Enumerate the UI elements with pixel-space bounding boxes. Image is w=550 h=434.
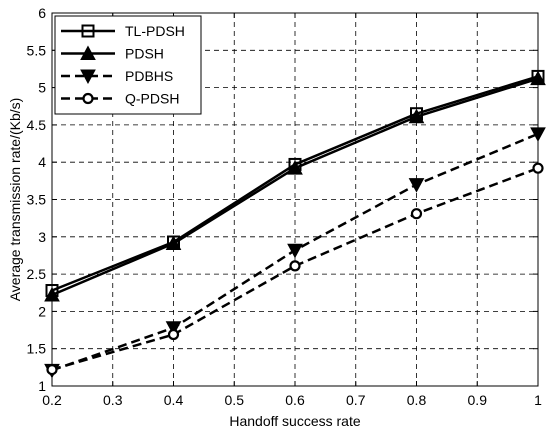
y-tick-label: 5 — [38, 80, 46, 96]
y-tick-label: 5.5 — [27, 42, 47, 58]
data-point-pdbhs — [165, 321, 182, 336]
legend-label-pdsh: PDSH — [125, 46, 164, 62]
y-tick-label: 3.5 — [27, 192, 47, 208]
legend-item-pdbhs: PDBHS — [61, 68, 173, 85]
grid — [52, 13, 538, 386]
legend-item-q-pdsh: Q-PDSH — [61, 91, 179, 107]
legend-marker-tl-pdsh — [81, 24, 95, 38]
x-tick-label: 1 — [534, 392, 542, 408]
data-point-q-pdsh — [532, 162, 544, 174]
data-point-pdsh — [530, 70, 546, 86]
y-tick-label: 4.5 — [27, 117, 47, 133]
data-point-pdsh — [165, 235, 182, 251]
x-tick-label: 0.5 — [225, 392, 245, 408]
y-tick-label: 3 — [38, 229, 46, 245]
x-tick-label: 0.7 — [346, 392, 366, 408]
data-point-pdbhs — [287, 243, 303, 259]
legend-label-pdbhs: PDBHS — [125, 68, 173, 84]
legend-marker-pdbhs — [80, 69, 96, 85]
x-tick-label: 0.6 — [285, 392, 305, 408]
x-tick-label: 0.3 — [103, 392, 123, 408]
data-point-q-pdsh — [289, 260, 301, 272]
x-tick-label: 0.4 — [164, 392, 184, 408]
x-tick-label: 0.2 — [42, 392, 62, 408]
data-point-q-pdsh — [46, 363, 58, 376]
legend-label-q-pdsh: Q-PDSH — [125, 91, 179, 107]
y-tick-label: 1 — [38, 378, 46, 394]
data-point-pdbhs — [530, 127, 546, 142]
data-point-pdsh — [408, 108, 425, 124]
y-tick-label: 2.5 — [27, 266, 47, 282]
x-axis-title: Handoff success rate — [229, 413, 360, 429]
data-point-pdsh — [287, 160, 303, 175]
legend: TL-PDSH PDSH PDBHS Q-PDSH — [54, 15, 202, 115]
data-point-pdbhs — [408, 178, 425, 193]
legend-label-tl-pdsh: TL-PDSH — [125, 23, 185, 39]
legend-marker-q-pdsh — [82, 92, 94, 105]
data-point-q-pdsh — [167, 328, 180, 341]
series-q-pdsh — [46, 162, 544, 376]
y-tick-label: 4 — [38, 154, 46, 170]
axis-ticks: 0.2 0.3 0.4 0.5 0.6 0.7 0.8 0.9 1 1 1.5 2 2.5 3 3.5 4 4.… — [27, 5, 543, 408]
series-layer — [44, 69, 546, 379]
x-tick-label: 0.9 — [468, 392, 488, 408]
y-axis-title: Average transmission rate/(Kb/s) — [7, 98, 23, 302]
data-point-q-pdsh — [410, 208, 423, 220]
y-tick-label: 2 — [38, 303, 46, 319]
y-tick-label: 6 — [38, 5, 46, 21]
legend-marker-pdsh — [80, 45, 96, 60]
y-tick-label: 1.5 — [27, 341, 47, 357]
data-point-pdsh — [44, 286, 60, 302]
legend-item-pdsh: PDSH — [61, 45, 164, 62]
legend-item-tl-pdsh: TL-PDSH — [61, 23, 185, 39]
x-tick-label: 0.8 — [407, 392, 427, 408]
series-pdsh — [44, 70, 546, 302]
